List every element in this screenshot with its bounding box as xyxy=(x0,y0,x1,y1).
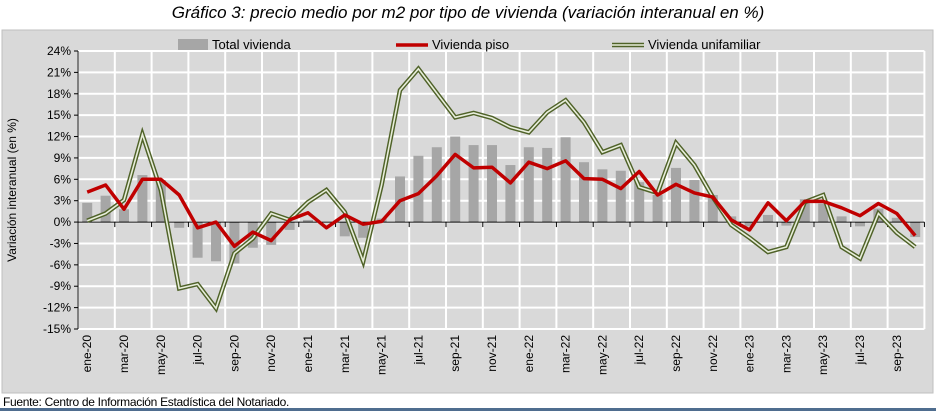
legend-label-total-vivienda: Total vivienda xyxy=(212,37,292,52)
footer-divider xyxy=(0,408,936,411)
bar xyxy=(523,147,534,223)
y-tick-label: 15% xyxy=(47,108,71,122)
x-tick-label: ene-20 xyxy=(80,335,94,373)
y-tick-label: 3% xyxy=(54,194,72,208)
y-tick-labels: 24% 21% 18% 15% 12% 9% 6% 3% 0% -3% -6% -9% -12% -15% xyxy=(43,44,71,336)
y-tick-label: -12% xyxy=(43,301,71,315)
x-tick-label: nov-20 xyxy=(264,335,278,372)
y-tick-label: -9% xyxy=(50,279,72,293)
y-tick-label: 9% xyxy=(54,151,72,165)
bar xyxy=(836,216,847,223)
bar xyxy=(192,222,203,258)
x-tick-label: sep-21 xyxy=(448,335,462,372)
y-tick-label: 0% xyxy=(54,215,72,229)
bar xyxy=(671,167,681,223)
plot-area xyxy=(78,51,925,329)
bar xyxy=(137,175,148,223)
bar xyxy=(431,147,442,223)
bar xyxy=(818,203,829,223)
x-tick-label: jul-21 xyxy=(411,335,425,366)
x-tick-label: mar-22 xyxy=(559,335,573,373)
bar xyxy=(560,137,571,223)
lines xyxy=(86,65,917,314)
bar xyxy=(689,180,700,223)
y-tick-label: -3% xyxy=(50,236,72,250)
x-tick-label: may-20 xyxy=(154,335,168,375)
x-tick-label: sep-20 xyxy=(227,335,241,372)
bar xyxy=(542,147,553,223)
bar xyxy=(303,219,313,223)
bar xyxy=(339,222,350,237)
bar xyxy=(450,136,461,223)
legend-label-vivienda-piso: Vivienda piso xyxy=(432,37,509,52)
y-tick-label: -6% xyxy=(50,258,72,272)
bar xyxy=(781,222,792,226)
bar xyxy=(211,222,221,262)
bar xyxy=(855,222,865,227)
bar xyxy=(744,222,755,227)
x-tick-label: sep-23 xyxy=(890,335,904,372)
x-tick-label: ene-23 xyxy=(743,335,757,373)
bar xyxy=(358,222,369,238)
x-tick-label: ene-22 xyxy=(522,335,536,373)
bar xyxy=(82,202,93,223)
x-tick-label: may-23 xyxy=(816,335,830,375)
x-tick-label: mar-21 xyxy=(338,335,352,373)
legend: Total vivienda Vivienda piso Vivienda unif… xyxy=(178,37,761,52)
bar xyxy=(707,194,718,223)
gridlines xyxy=(77,50,926,330)
x-tick-label: jul-23 xyxy=(853,335,867,366)
y-tick-label: 6% xyxy=(54,172,72,186)
x-tick-label: nov-22 xyxy=(706,335,720,372)
line-vivienda-piso xyxy=(86,152,917,249)
bar xyxy=(468,145,479,223)
bar xyxy=(100,195,111,223)
x-tick-label: ene-21 xyxy=(301,335,315,373)
bar xyxy=(579,162,589,223)
bar xyxy=(615,170,626,223)
legend-swatch-total-vivienda xyxy=(178,39,208,50)
x-tick-labels: ene-20 mar-20 may-20 jul-20 sep-20 nov-20 ene-… xyxy=(80,335,904,375)
bar xyxy=(910,222,921,238)
bar xyxy=(799,199,810,223)
x-tick-label: may-22 xyxy=(595,335,609,375)
chart-title: Gráfico 3: precio medio por m2 por tipo … xyxy=(171,3,765,22)
x-tick-label: nov-21 xyxy=(485,335,499,372)
x-tick-label: mar-23 xyxy=(779,335,793,373)
y-tick-label: -15% xyxy=(43,322,71,336)
y-axis-label: Variación interanual (en %) xyxy=(5,118,19,262)
bar xyxy=(174,222,185,228)
bar xyxy=(119,209,129,223)
x-tick-label: sep-22 xyxy=(669,335,683,372)
bar xyxy=(505,165,516,223)
y-tick-label: 18% xyxy=(47,87,71,101)
bar xyxy=(413,155,424,223)
bar xyxy=(891,217,902,223)
source-note: Fuente: Centro de Información Estadístic… xyxy=(3,395,290,409)
bar xyxy=(597,169,608,223)
bar xyxy=(634,182,645,223)
y-tick-label: 12% xyxy=(47,130,71,144)
bar xyxy=(487,145,497,223)
bar xyxy=(266,222,277,245)
y-tick-label: 24% xyxy=(47,44,71,58)
x-tick-label: jul-22 xyxy=(632,335,646,366)
x-tick-label: may-21 xyxy=(375,335,389,375)
bar xyxy=(763,214,773,223)
bar xyxy=(229,222,240,264)
line-vivienda-unifamiliar-inner xyxy=(86,67,916,310)
bar xyxy=(284,222,295,230)
x-tick-label: jul-20 xyxy=(191,335,205,366)
bar xyxy=(652,194,663,223)
x-tick-label: mar-20 xyxy=(117,335,131,373)
y-tick-label: 21% xyxy=(47,65,71,79)
legend-label-vivienda-unifamiliar: Vivienda unifamiliar xyxy=(648,37,761,52)
